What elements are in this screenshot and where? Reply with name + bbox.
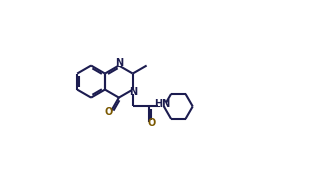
FancyBboxPatch shape (158, 102, 166, 106)
Text: HN: HN (154, 99, 170, 109)
FancyBboxPatch shape (149, 121, 153, 126)
Text: N: N (129, 87, 137, 97)
Text: N: N (115, 58, 123, 68)
Text: O: O (147, 118, 155, 128)
FancyBboxPatch shape (106, 110, 111, 114)
FancyBboxPatch shape (131, 90, 135, 94)
Text: O: O (104, 107, 112, 117)
FancyBboxPatch shape (117, 61, 121, 65)
